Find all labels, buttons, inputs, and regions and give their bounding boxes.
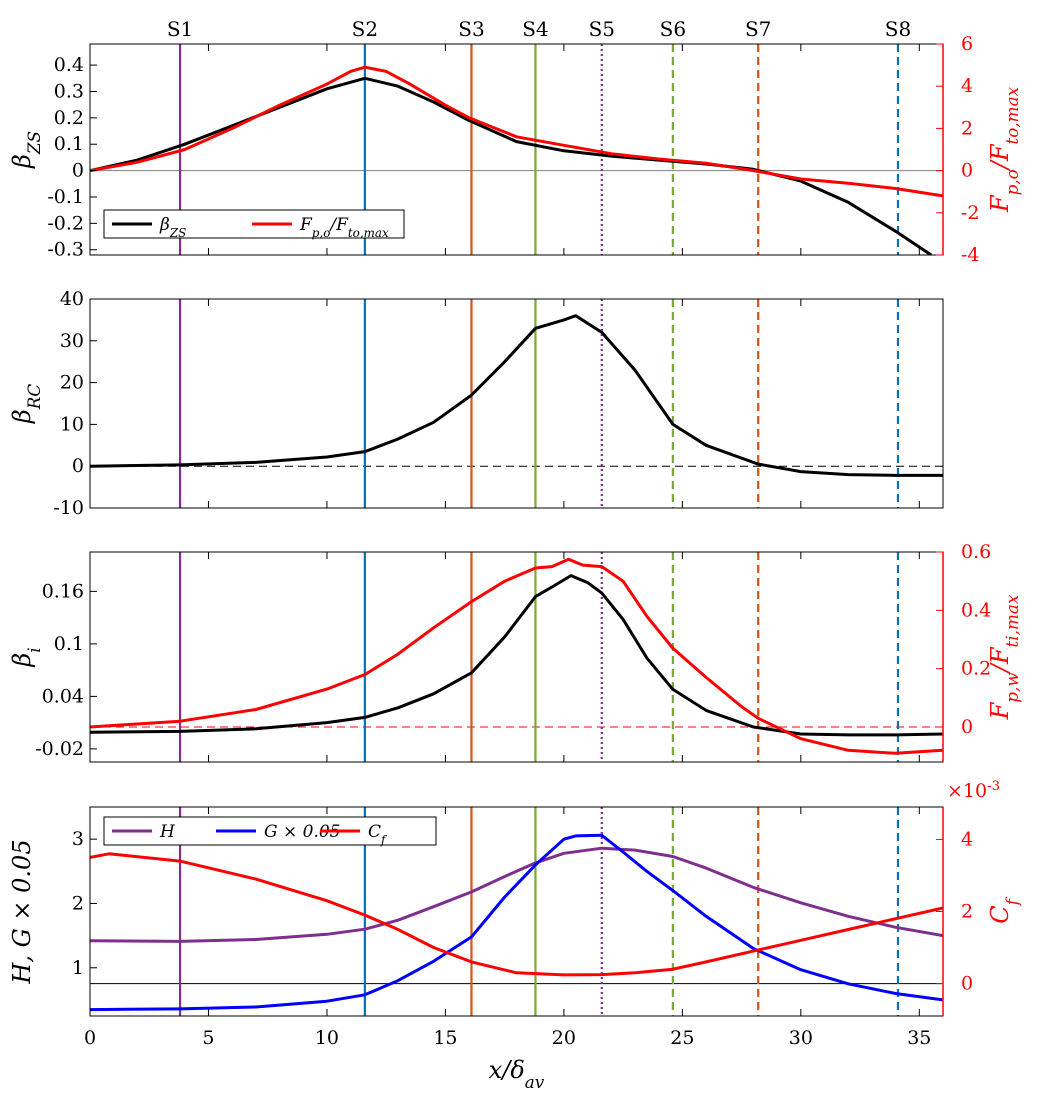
- y-tick-label: 30: [60, 330, 84, 352]
- x-tick-label: 35: [907, 1027, 931, 1049]
- y2-tick-label: 4: [961, 828, 973, 850]
- y-axis-label: βRC: [8, 384, 44, 425]
- y-tick-label: 0: [72, 455, 84, 477]
- y2-tick-label: 0: [961, 973, 973, 995]
- legend-label: G × 0.05: [264, 822, 340, 842]
- y-tick-label: 20: [60, 372, 84, 394]
- x-axis-label: x/δav: [489, 1056, 545, 1092]
- x-tick-label: 20: [552, 1027, 576, 1049]
- y-tick-label: 1: [72, 957, 84, 979]
- y-tick-label: 0.04: [42, 685, 84, 707]
- x-tick-label: 5: [202, 1027, 214, 1049]
- y-tick-label: 0.1: [54, 633, 84, 655]
- series-line-beta_zs-1: [90, 65, 943, 198]
- y2-axis-label: Fp,o/Fto,max: [986, 86, 1022, 213]
- series-line-shape_factor-1: [90, 833, 943, 1012]
- y2-tick-label: 0.6: [961, 541, 991, 563]
- series-line-beta_i-0: [90, 574, 943, 737]
- y-axis-label: βZS: [8, 131, 44, 169]
- x-tick-label: 15: [433, 1027, 457, 1049]
- legend: βZS Fp,o/Fto,max: [103, 209, 405, 240]
- station-label-s6: S6: [660, 17, 686, 41]
- y2-tick-label: 0.2: [961, 658, 991, 680]
- station-label-s1: S1: [167, 17, 193, 41]
- series-line-beta_i-1: [90, 557, 943, 755]
- y-axis-label: H, G × 0.05: [8, 839, 36, 984]
- y2-tick-label: 0: [961, 716, 973, 738]
- y2-tick-label: 6: [961, 33, 973, 55]
- x-tick-label: 0: [84, 1027, 96, 1049]
- y2-tick-label: 2: [961, 117, 973, 139]
- station-label-s7: S7: [745, 17, 771, 41]
- y-tick-label: 0.1: [54, 133, 84, 155]
- legend-label: Cf: [368, 822, 388, 847]
- y2-tick-label: -2: [961, 202, 980, 224]
- panel-beta_zs: -0.3 -0.2 -0.1 0 0.1 0.2 0.3 0.4 -4 -2 0 2 4 6 βZS Fp,o…: [8, 33, 1022, 266]
- y-tick-label: -0.2: [47, 212, 84, 234]
- y-tick-label: 0.4: [54, 54, 84, 76]
- y-tick-label: -0.3: [47, 239, 84, 261]
- station-label-s2: S2: [352, 17, 378, 41]
- y2-axis-label: Fp,w/Fti,max: [986, 594, 1022, 720]
- legend-label: Fp,o/Fto,max: [299, 215, 389, 240]
- y-tick-label: -10: [53, 497, 84, 519]
- x-tick-label: 25: [670, 1027, 694, 1049]
- y2-multiplier: ×10-3: [947, 779, 1000, 803]
- station-label-s5: S5: [589, 17, 615, 41]
- axes-box: [89, 298, 944, 509]
- y-tick-label: 0.16: [42, 580, 84, 602]
- y-tick-label: 0.2: [54, 107, 84, 129]
- y-tick-label: 10: [60, 413, 84, 435]
- station-label-s3: S3: [458, 17, 484, 41]
- y2-tick-label: 0.4: [961, 599, 991, 621]
- y-tick-label: 2: [72, 892, 84, 914]
- y2-tick-label: 4: [961, 75, 973, 97]
- y2-tick-label: -4: [961, 244, 980, 266]
- series-line-beta_rc-0: [90, 314, 943, 477]
- y-tick-label: 40: [60, 288, 84, 310]
- y2-tick-label: 2: [961, 901, 973, 923]
- series-line-beta_zs-0: [90, 76, 933, 255]
- panel-shape_factor: 1 2 3 0 2 4 H, G × 0.05 Cf ×10-3 H G × 0.05 Cf: [8, 779, 1022, 1017]
- legend-box: [103, 816, 437, 846]
- y-tick-label: 3: [72, 828, 84, 850]
- y2-axis-label: Cf: [986, 896, 1022, 923]
- y-tick-label: 0.3: [54, 80, 84, 102]
- legend: H G × 0.05 Cf: [103, 816, 437, 847]
- y-axis-label: βi: [8, 647, 44, 667]
- x-tick-label: 30: [789, 1027, 813, 1049]
- panel-beta_i: -0.02 0.04 0.1 0.16 0 0.2 0.4 0.6 βi Fp,w/Fti,max: [8, 541, 1022, 763]
- x-tick-label: 10: [315, 1027, 339, 1049]
- series-line-shape_factor-0: [90, 846, 943, 943]
- panel-beta_rc: -10 0 10 20 30 40 βRC: [8, 288, 944, 519]
- y-tick-label: 0: [72, 160, 84, 182]
- y2-tick-label: 0: [961, 160, 973, 182]
- legend-label: βZS: [159, 215, 186, 240]
- station-label-s4: S4: [522, 17, 548, 41]
- legend-label: H: [159, 822, 176, 842]
- y-tick-label: -0.02: [35, 738, 84, 760]
- series-line-shape_factor-2: [90, 852, 943, 977]
- station-label-s8: S8: [885, 17, 911, 41]
- y-tick-label: -0.1: [47, 186, 84, 208]
